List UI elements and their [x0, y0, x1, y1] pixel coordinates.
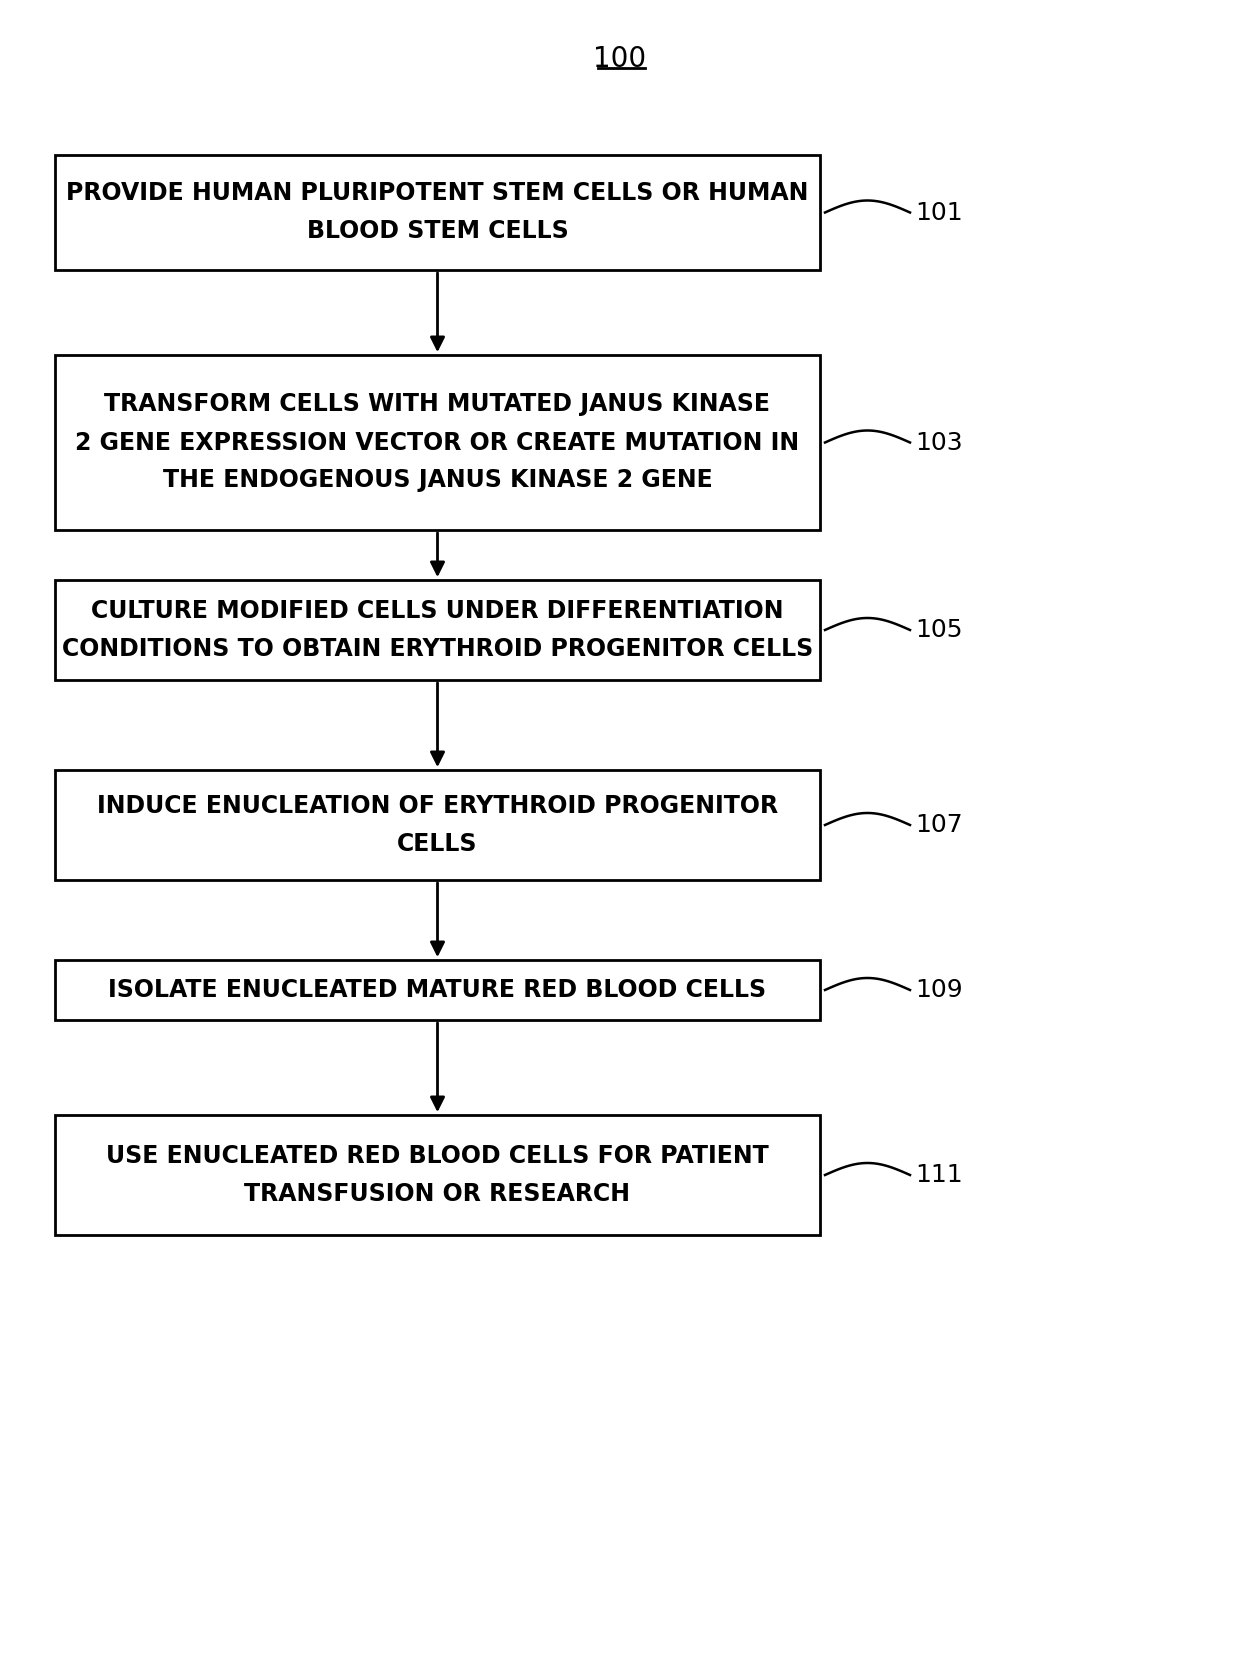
Text: 100: 100: [594, 45, 646, 74]
Bar: [55, 961, 820, 1019]
Text: 101: 101: [915, 201, 962, 224]
Bar: [55, 155, 820, 271]
Bar: [55, 354, 820, 530]
Text: 103: 103: [915, 431, 962, 455]
Text: THE ENDOGENOUS JANUS KINASE 2 GENE: THE ENDOGENOUS JANUS KINASE 2 GENE: [162, 468, 712, 493]
Text: TRANSFORM CELLS WITH MUTATED JANUS KINASE: TRANSFORM CELLS WITH MUTATED JANUS KINAS…: [104, 393, 770, 416]
Text: 109: 109: [915, 978, 962, 1003]
Text: PROVIDE HUMAN PLURIPOTENT STEM CELLS OR HUMAN: PROVIDE HUMAN PLURIPOTENT STEM CELLS OR …: [66, 182, 808, 206]
Text: 107: 107: [915, 814, 962, 837]
Text: 105: 105: [915, 618, 962, 642]
Text: ISOLATE ENUCLEATED MATURE RED BLOOD CELLS: ISOLATE ENUCLEATED MATURE RED BLOOD CELL…: [108, 978, 766, 1003]
Text: BLOOD STEM CELLS: BLOOD STEM CELLS: [306, 219, 568, 244]
Text: CULTURE MODIFIED CELLS UNDER DIFFERENTIATION: CULTURE MODIFIED CELLS UNDER DIFFERENTIA…: [92, 598, 784, 623]
Text: CONDITIONS TO OBTAIN ERYTHROID PROGENITOR CELLS: CONDITIONS TO OBTAIN ERYTHROID PROGENITO…: [62, 637, 813, 662]
Bar: [55, 1115, 820, 1235]
Text: INDUCE ENUCLEATION OF ERYTHROID PROGENITOR: INDUCE ENUCLEATION OF ERYTHROID PROGENIT…: [97, 794, 777, 819]
Text: USE ENUCLEATED RED BLOOD CELLS FOR PATIENT: USE ENUCLEATED RED BLOOD CELLS FOR PATIE…: [107, 1145, 769, 1168]
Text: 111: 111: [915, 1163, 962, 1186]
Text: TRANSFUSION OR RESEARCH: TRANSFUSION OR RESEARCH: [244, 1181, 630, 1206]
Bar: [55, 580, 820, 680]
Text: 2 GENE EXPRESSION VECTOR OR CREATE MUTATION IN: 2 GENE EXPRESSION VECTOR OR CREATE MUTAT…: [76, 431, 800, 455]
Text: CELLS: CELLS: [397, 832, 477, 856]
Bar: [55, 770, 820, 881]
